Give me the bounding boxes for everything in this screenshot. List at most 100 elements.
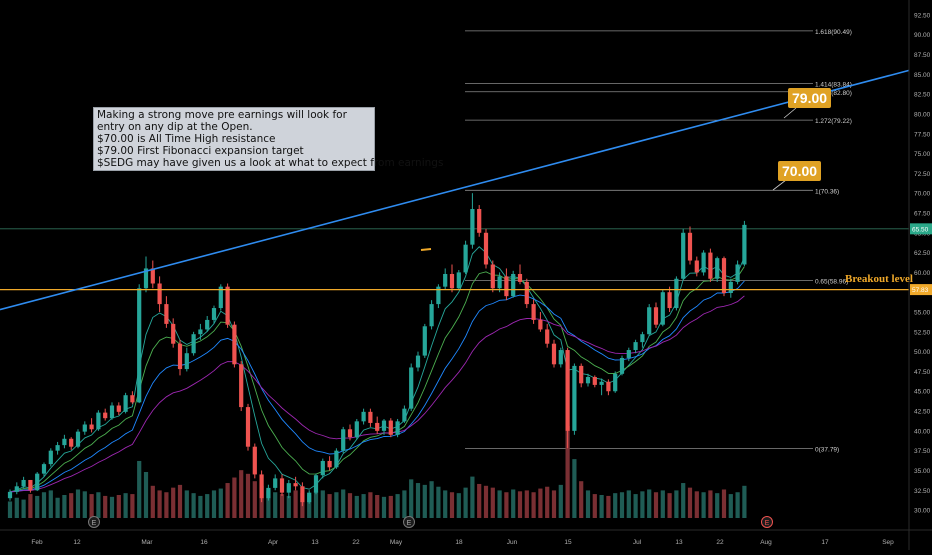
callout-pointer	[772, 179, 787, 191]
candle-body	[728, 281, 733, 294]
price-tick-label: 92.50	[914, 12, 931, 19]
time-axis: Feb 12 Mar 16 Apr 13 22 May 18 Jun 15 Jul 13 22 Aug 17 S…	[0, 529, 932, 546]
price-tag-label: 57.83	[912, 287, 929, 294]
volume-bar	[205, 494, 210, 518]
candle-body	[606, 381, 611, 392]
volume-bar	[307, 495, 312, 518]
time-tick-label: May	[390, 539, 403, 546]
volume-bar	[436, 486, 441, 518]
price-tick-label: 42.50	[914, 409, 931, 416]
callout-70[interactable]: 70.00	[778, 161, 822, 181]
candle-body	[273, 478, 278, 488]
trendline	[0, 69, 910, 311]
candle-body	[205, 319, 210, 330]
candle-body	[334, 450, 339, 468]
callout-79[interactable]: 79.00	[788, 88, 832, 108]
volume-bar	[361, 494, 366, 518]
volume-bar	[715, 493, 720, 518]
price-tick-label: 40.00	[914, 428, 931, 435]
candle-body	[674, 278, 679, 309]
candle-body	[313, 475, 319, 493]
time-tick-label: Jun	[507, 539, 518, 546]
volume-bar	[14, 497, 19, 518]
candle-body	[415, 355, 421, 368]
volume-bar	[524, 490, 529, 518]
volume-bar	[327, 494, 332, 518]
annotation-line: $79.00 First Fibonacci expansion target	[97, 145, 304, 157]
volume-bar	[701, 492, 706, 518]
candle-body	[327, 460, 332, 468]
volume-bar	[497, 490, 502, 518]
moving-average-line	[9, 266, 745, 493]
time-tick-label: 17	[821, 539, 829, 546]
annotation-note[interactable]: Making a strong move pre earnings will l…	[93, 107, 443, 171]
volume-bar	[402, 490, 407, 518]
candle-body	[497, 276, 502, 289]
candle-body	[545, 329, 550, 344]
breakout-label: Breakout level	[845, 273, 913, 285]
candle-body	[109, 405, 115, 419]
candle-body	[565, 350, 570, 431]
time-tick-label: Aug	[760, 539, 772, 546]
volume-bar	[7, 501, 13, 518]
candle-body	[429, 304, 434, 327]
volume-bar	[742, 485, 747, 518]
volume-bar	[130, 494, 135, 518]
volume-bar	[674, 490, 679, 518]
volume-bar	[354, 495, 359, 518]
time-tick-label: 12	[73, 539, 81, 546]
price-tick-label: 87.50	[914, 52, 931, 59]
volume-bar	[545, 486, 550, 518]
volume-bar	[606, 495, 611, 518]
candle-body	[422, 326, 427, 356]
volume-bar	[171, 487, 176, 518]
fib-label: 1(70.36)	[815, 188, 839, 195]
candle-body	[14, 486, 19, 492]
volume-bar	[35, 495, 40, 518]
price-tick-label: 62.50	[914, 250, 931, 257]
candle-body	[579, 365, 584, 384]
candles	[7, 193, 747, 507]
volume-bar	[347, 493, 353, 518]
time-tick-label: Jul	[633, 539, 642, 546]
volume-bar	[409, 479, 414, 518]
volume-bar	[48, 490, 53, 518]
volume-bar	[232, 477, 237, 518]
price-tick-label: 82.50	[914, 92, 931, 99]
volume-bar	[252, 481, 257, 518]
volume-bar	[75, 489, 81, 518]
volume-bar	[334, 492, 339, 518]
volume-bar	[150, 485, 155, 518]
volume-bar	[694, 491, 699, 518]
price-tick-label: 85.00	[914, 72, 931, 79]
candle-body	[35, 473, 40, 491]
volume-bar	[157, 490, 162, 518]
time-tick-label: 15	[564, 539, 572, 546]
fib-levels: 1.618(90.49) 1.414(83.84)1.382(82.80) 1.27…	[0, 29, 909, 453]
volume-bar	[728, 494, 733, 518]
candle-body	[558, 350, 563, 365]
candle-body	[388, 420, 393, 435]
candle-body	[477, 209, 482, 233]
candle-body	[687, 232, 693, 261]
volume-bar	[55, 497, 60, 518]
volume-bar	[245, 473, 251, 518]
volume-bar	[687, 487, 693, 518]
moving-averages	[9, 246, 745, 493]
fib-label: 1.382(82.80)	[815, 90, 852, 97]
earnings-marker	[88, 516, 100, 528]
candle-body	[171, 323, 176, 344]
candle-body	[177, 343, 183, 370]
volume-bar	[415, 483, 421, 518]
price-tick-label: 45.00	[914, 389, 931, 396]
candle-body	[184, 353, 189, 370]
volume-bar	[184, 490, 189, 518]
volume-bar	[640, 491, 645, 518]
volume-bar	[721, 489, 727, 518]
earnings-marker-label: E	[407, 520, 412, 527]
candle-body	[681, 232, 686, 279]
candle-body	[354, 421, 359, 438]
candle-body	[239, 364, 244, 408]
